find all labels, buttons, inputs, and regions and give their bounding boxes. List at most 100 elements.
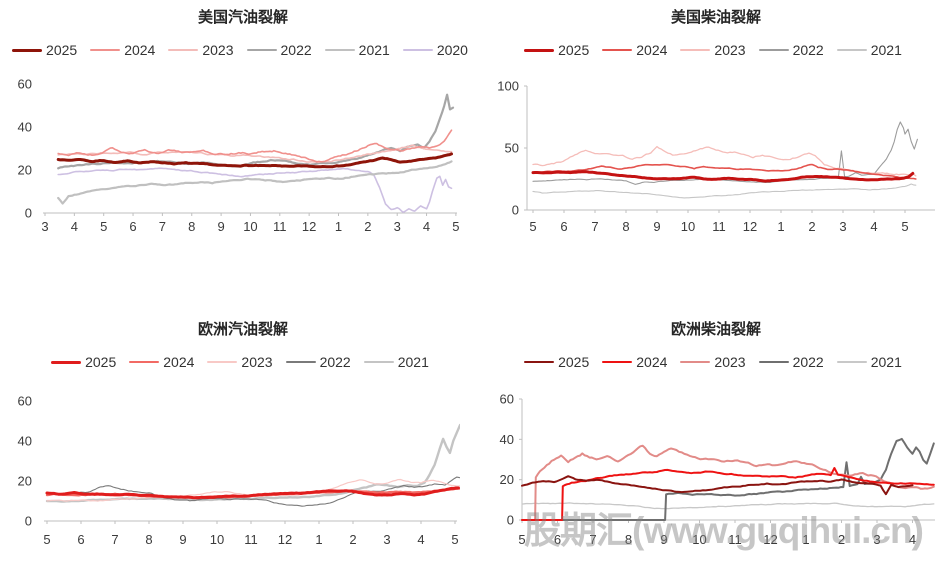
legend-item-2021: 2021 xyxy=(324,42,390,58)
chart-title: 美国柴油裂解 xyxy=(670,9,761,26)
legend-label: 2025 xyxy=(558,42,590,58)
legend-label: 2021 xyxy=(870,354,902,370)
legend-item-2023: 2023 xyxy=(207,354,273,370)
svg-text:60: 60 xyxy=(18,77,32,92)
series-line-2022 xyxy=(532,121,918,185)
svg-text:8: 8 xyxy=(625,532,632,547)
svg-text:12: 12 xyxy=(743,219,757,234)
legend-label: 2021 xyxy=(397,354,429,370)
svg-text:2: 2 xyxy=(808,219,815,234)
svg-text:9: 9 xyxy=(217,219,224,234)
svg-text:5: 5 xyxy=(451,532,458,547)
series-line-2022 xyxy=(521,437,935,521)
legend-swatch xyxy=(402,49,433,51)
series-line-2025 xyxy=(45,486,460,500)
series-line-2021 xyxy=(57,160,453,205)
svg-text:5: 5 xyxy=(43,532,50,547)
svg-text:20: 20 xyxy=(18,163,32,178)
svg-text:11: 11 xyxy=(728,532,742,547)
legend-swatch xyxy=(758,49,789,51)
legend-label: 2021 xyxy=(358,42,390,58)
svg-text:5: 5 xyxy=(452,219,459,234)
legend-label: 2025 xyxy=(85,354,117,370)
svg-text:20: 20 xyxy=(18,474,32,489)
series-line-2022 xyxy=(57,93,455,170)
legend-item-2025: 2025 xyxy=(524,354,589,370)
svg-text:11: 11 xyxy=(244,532,258,547)
svg-text:9: 9 xyxy=(179,532,186,547)
legend-swatch xyxy=(836,361,867,363)
svg-text:8: 8 xyxy=(188,219,195,234)
svg-text:0: 0 xyxy=(507,513,514,528)
legend-swatch xyxy=(363,360,394,364)
chart-legend: 2025 2024 2023 2022 2021 xyxy=(469,42,937,58)
series-line-2021 xyxy=(532,183,917,199)
legend-swatch xyxy=(602,361,633,363)
svg-text:9: 9 xyxy=(653,219,660,234)
chart-title: 欧洲柴油裂解 xyxy=(670,321,761,338)
legend-label: 2024 xyxy=(636,42,668,58)
svg-text:6: 6 xyxy=(77,532,84,547)
legend-label: 2025 xyxy=(46,42,78,58)
svg-text:4: 4 xyxy=(870,219,877,234)
chart-legend: 2025 2024 2023 2022 2021 2020 xyxy=(0,42,468,58)
legend-label: 2021 xyxy=(870,42,902,58)
svg-text:3: 3 xyxy=(394,219,401,234)
legend-swatch xyxy=(285,361,316,363)
svg-text:20: 20 xyxy=(500,472,514,487)
series-line-2021 xyxy=(521,502,935,510)
legend-label: 2023 xyxy=(714,42,746,58)
svg-text:60: 60 xyxy=(18,394,32,409)
legend-swatch xyxy=(524,361,555,363)
svg-text:2: 2 xyxy=(838,532,845,547)
svg-text:100: 100 xyxy=(497,79,519,94)
svg-text:8: 8 xyxy=(622,219,629,234)
svg-text:5: 5 xyxy=(529,219,536,234)
svg-text:9: 9 xyxy=(660,532,667,547)
legend-item-2023: 2023 xyxy=(680,42,746,58)
svg-text:4: 4 xyxy=(423,219,430,234)
legend-item-2025: 2025 xyxy=(12,42,77,58)
legend-swatch xyxy=(524,48,555,52)
svg-text:0: 0 xyxy=(512,203,519,218)
legend-label: 2023 xyxy=(241,354,273,370)
series-line-2024 xyxy=(532,163,917,180)
svg-text:10: 10 xyxy=(243,219,257,234)
chart-title: 美国汽油裂解 xyxy=(197,9,288,26)
legend-item-2022: 2022 xyxy=(758,354,824,370)
legend-swatch xyxy=(680,49,711,51)
legend-item-2025: 2025 xyxy=(51,354,116,370)
legend-item-2022: 2022 xyxy=(285,354,351,370)
svg-text:6: 6 xyxy=(129,219,136,234)
svg-text:3: 3 xyxy=(873,532,880,547)
series-line-2025 xyxy=(56,152,453,169)
legend-label: 2022 xyxy=(792,354,824,370)
legend-swatch xyxy=(90,49,121,51)
chart-panel-eu_diesel_crack: 欧洲柴油裂解 2025 2024 2023 2022 2021 5 6 7 8 9 10 11 12 1… xyxy=(469,312,937,563)
svg-text:8: 8 xyxy=(145,532,152,547)
legend-swatch xyxy=(129,360,160,364)
svg-text:1: 1 xyxy=(335,219,342,234)
svg-text:2: 2 xyxy=(364,219,371,234)
svg-text:6: 6 xyxy=(560,219,567,234)
legend-swatch xyxy=(168,49,199,51)
svg-text:11: 11 xyxy=(273,219,287,234)
legend-item-2020: 2020 xyxy=(402,42,468,58)
svg-text:10: 10 xyxy=(681,219,695,234)
svg-text:2: 2 xyxy=(349,532,356,547)
svg-text:1: 1 xyxy=(802,532,809,547)
chart-title: 欧洲汽油裂解 xyxy=(197,321,288,338)
svg-text:10: 10 xyxy=(210,532,224,547)
series-line-2023 xyxy=(521,444,935,521)
svg-text:7: 7 xyxy=(111,532,118,547)
legend-label: 2025 xyxy=(558,354,590,370)
legend-item-2024: 2024 xyxy=(602,42,667,58)
legend-swatch xyxy=(12,48,43,52)
series-line-2021 xyxy=(45,423,460,503)
svg-text:4: 4 xyxy=(417,532,424,547)
svg-text:4: 4 xyxy=(71,219,78,234)
legend-item-2025: 2025 xyxy=(524,42,589,58)
